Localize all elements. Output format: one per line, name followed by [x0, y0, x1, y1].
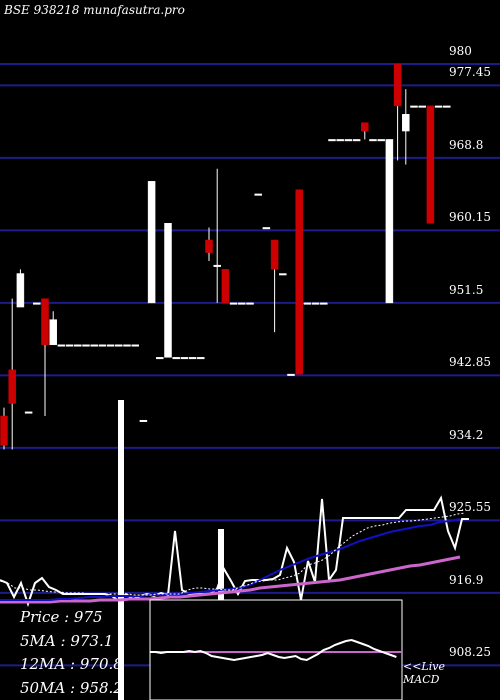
- y-tick-label: 968.8: [449, 137, 484, 152]
- volume-bar: [118, 400, 124, 700]
- candle-body: [418, 105, 426, 108]
- y-tick-label: 951.5: [449, 282, 484, 297]
- candle-body: [336, 139, 344, 142]
- candle-body: [303, 302, 312, 305]
- candle-body: [49, 319, 57, 346]
- candle-body: [213, 264, 221, 267]
- chart-title: BSE 938218 munafasutra.pro: [4, 3, 185, 17]
- candle-body: [287, 373, 295, 376]
- ma-fast-line: [0, 512, 466, 596]
- candle-body: [320, 302, 328, 305]
- candle-body: [74, 344, 82, 347]
- candle-body: [328, 139, 336, 142]
- candle-body: [197, 357, 205, 360]
- candle-body: [205, 239, 213, 253]
- y-tick-label: 934.2: [449, 427, 484, 442]
- y-tick-label: 925.55: [449, 500, 491, 515]
- candle-body: [106, 344, 115, 347]
- candle-body: [295, 189, 303, 375]
- candle-body: [24, 411, 33, 414]
- candle-body: [377, 139, 385, 142]
- candle-body: [98, 344, 107, 347]
- macd-label: MACD: [403, 673, 440, 686]
- lower-price-line: [0, 495, 469, 608]
- candle-body: [352, 139, 361, 142]
- candle-body: [262, 227, 271, 230]
- candle-body: [246, 302, 254, 305]
- macd-box: [149, 599, 403, 700]
- ma50-readout: 50MA : 958.2: [20, 679, 123, 697]
- macd-panel: [149, 599, 403, 700]
- y-tick-label: 960.15: [449, 210, 491, 225]
- candle-body: [229, 302, 238, 305]
- price-readout: Price : 975: [20, 608, 103, 626]
- candle-body: [180, 357, 189, 360]
- candle-body: [115, 344, 123, 347]
- y-tick-label: 942.85: [449, 355, 491, 370]
- candle-body: [361, 122, 369, 132]
- y-tick-label: 977.45: [449, 65, 491, 80]
- y-tick-label: 980: [449, 44, 472, 58]
- grid-lines: [0, 63, 500, 667]
- candle-body: [369, 139, 377, 142]
- candle-body: [188, 357, 197, 360]
- candle-body: [402, 114, 410, 132]
- candle-body: [385, 139, 394, 304]
- ma-slow-line: [0, 555, 461, 604]
- macd-live-label: <<Live: [403, 660, 445, 673]
- ma5-readout: 5MA : 973.1: [20, 632, 114, 650]
- candle-body: [410, 105, 418, 108]
- candle-body: [90, 344, 98, 347]
- candle-body: [426, 105, 435, 224]
- candle-body: [434, 105, 443, 108]
- candle-body: [147, 181, 156, 304]
- candle-body: [164, 222, 172, 358]
- y-tick-label: 908.25: [449, 645, 491, 660]
- candle-body: [41, 298, 49, 346]
- candle-body: [139, 419, 148, 422]
- ma12-readout: 12MA : 970.8: [20, 655, 123, 673]
- y-tick-label: 916.9: [449, 572, 484, 587]
- macd-line: [150, 638, 397, 662]
- candle-body: [254, 193, 262, 196]
- candle-body: [65, 344, 74, 347]
- ma-mid-line: [0, 518, 461, 601]
- candle-body: [172, 357, 180, 360]
- candle-body: [16, 273, 25, 308]
- candle-body: [393, 63, 402, 107]
- price-line: [0, 495, 469, 608]
- candle-body: [270, 239, 279, 270]
- candle-body: [279, 273, 287, 276]
- candle-body: [443, 105, 451, 108]
- candle-body: [238, 302, 246, 305]
- candle-body: [123, 344, 131, 347]
- candle-body: [221, 269, 230, 304]
- candle-body: [0, 415, 8, 446]
- candle-body: [33, 302, 41, 305]
- moving-averages: [0, 512, 466, 604]
- candlesticks: [0, 63, 451, 450]
- candle-body: [82, 344, 90, 347]
- candle-body: [344, 139, 353, 142]
- candle-body: [131, 344, 139, 347]
- candle-body: [156, 357, 164, 360]
- candle-body: [8, 369, 16, 404]
- candle-body: [311, 302, 320, 305]
- candle-body: [57, 344, 66, 347]
